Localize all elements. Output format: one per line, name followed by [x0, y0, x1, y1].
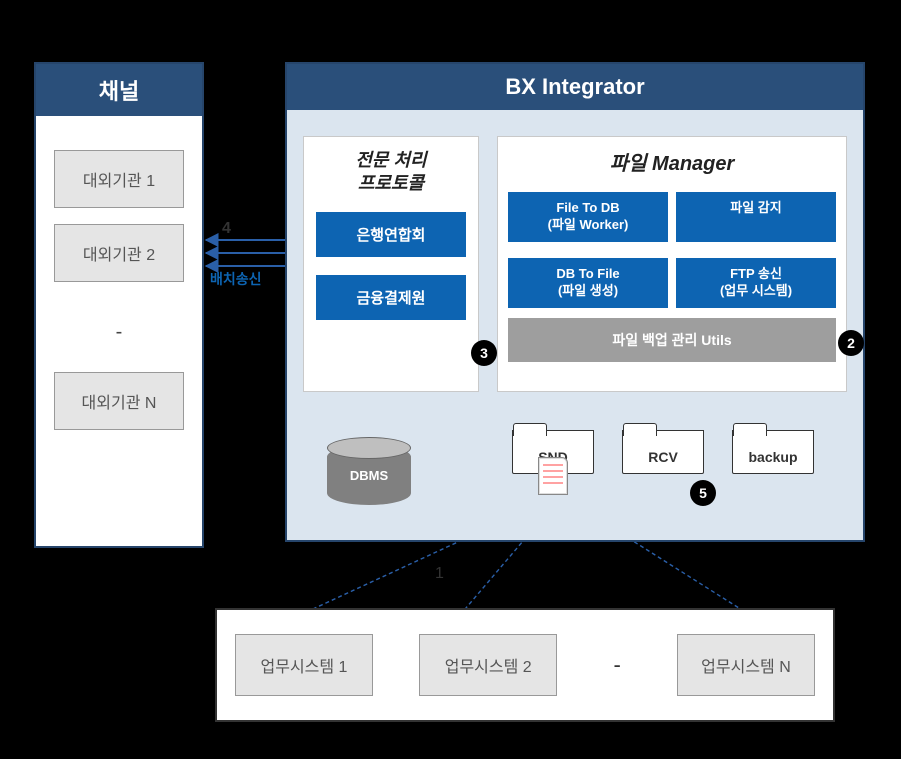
protocol-box: 전문 처리 프로토콜 은행연합회 금융결제원 [303, 136, 479, 392]
folder-snd: SND [512, 430, 594, 474]
worker-box: FTP 송신 (업무 시스템) [676, 258, 836, 308]
channel-body: 대외기관 1 대외기관 2 - 대외기관 N [36, 116, 202, 546]
channel-title: 채널 [36, 64, 202, 116]
step-5-badge: 5 [690, 480, 716, 506]
worker-box: 파일 감지 [676, 192, 836, 242]
file-manager-grid: File To DB (파일 Worker) 파일 감지 DB To File … [508, 184, 836, 308]
step-1-label: 1 [435, 565, 444, 583]
channel-item: - 대외기관 N [54, 372, 184, 430]
step-3-badge: 3 [471, 340, 497, 366]
step-2-badge: 2 [838, 330, 864, 356]
channel-item: 대외기관 1 [54, 150, 184, 208]
bx-body: 전문 처리 프로토콜 은행연합회 금융결제원 파일 Manager File T… [287, 110, 863, 540]
batch-send-label: 배치송신 [210, 269, 262, 289]
file-manager-title: 파일 Manager [508, 147, 836, 176]
worker-box: File To DB (파일 Worker) [508, 192, 668, 242]
dbms-cylinder-icon: DBMS [327, 445, 411, 505]
channel-item-label: 대외기관 N [82, 395, 157, 412]
backup-utils-box: 파일 백업 관리 Utils [508, 318, 836, 362]
bx-integrator-panel: BX Integrator 전문 처리 프로토콜 은행연합회 금융결제원 파일 … [285, 62, 865, 542]
folder-rcv: RCV [622, 430, 704, 474]
file-manager-box: 파일 Manager File To DB (파일 Worker) 파일 감지 … [497, 136, 847, 392]
channel-item: 대외기관 2 [54, 224, 184, 282]
folder-backup: backup [732, 430, 814, 474]
protocol-title: 전문 처리 프로토콜 [316, 149, 466, 194]
bx-title: BX Integrator [287, 64, 863, 110]
biz-item: 업무시스템 2 [419, 634, 557, 696]
dash-icon: - [603, 652, 630, 678]
biz-item: 업무시스템 N [677, 634, 815, 696]
dash-icon: - [116, 321, 123, 344]
biz-item: 업무시스템 1 [235, 634, 373, 696]
protocol-item: 은행연합회 [316, 212, 466, 257]
worker-box: DB To File (파일 생성) [508, 258, 668, 308]
channel-panel: 채널 대외기관 1 대외기관 2 - 대외기관 N [34, 62, 204, 548]
step-4-label: 4 [222, 220, 231, 238]
business-systems-panel: 업무시스템 1 업무시스템 2 - 업무시스템 N [215, 608, 835, 722]
protocol-item: 금융결제원 [316, 275, 466, 320]
folders-row: SND RCV backup [512, 430, 814, 474]
diagram-canvas: 채널 대외기관 1 대외기관 2 - 대외기관 N BX Integrator … [0, 0, 901, 759]
dbms-label: DBMS [327, 468, 411, 483]
document-icon [538, 457, 568, 495]
